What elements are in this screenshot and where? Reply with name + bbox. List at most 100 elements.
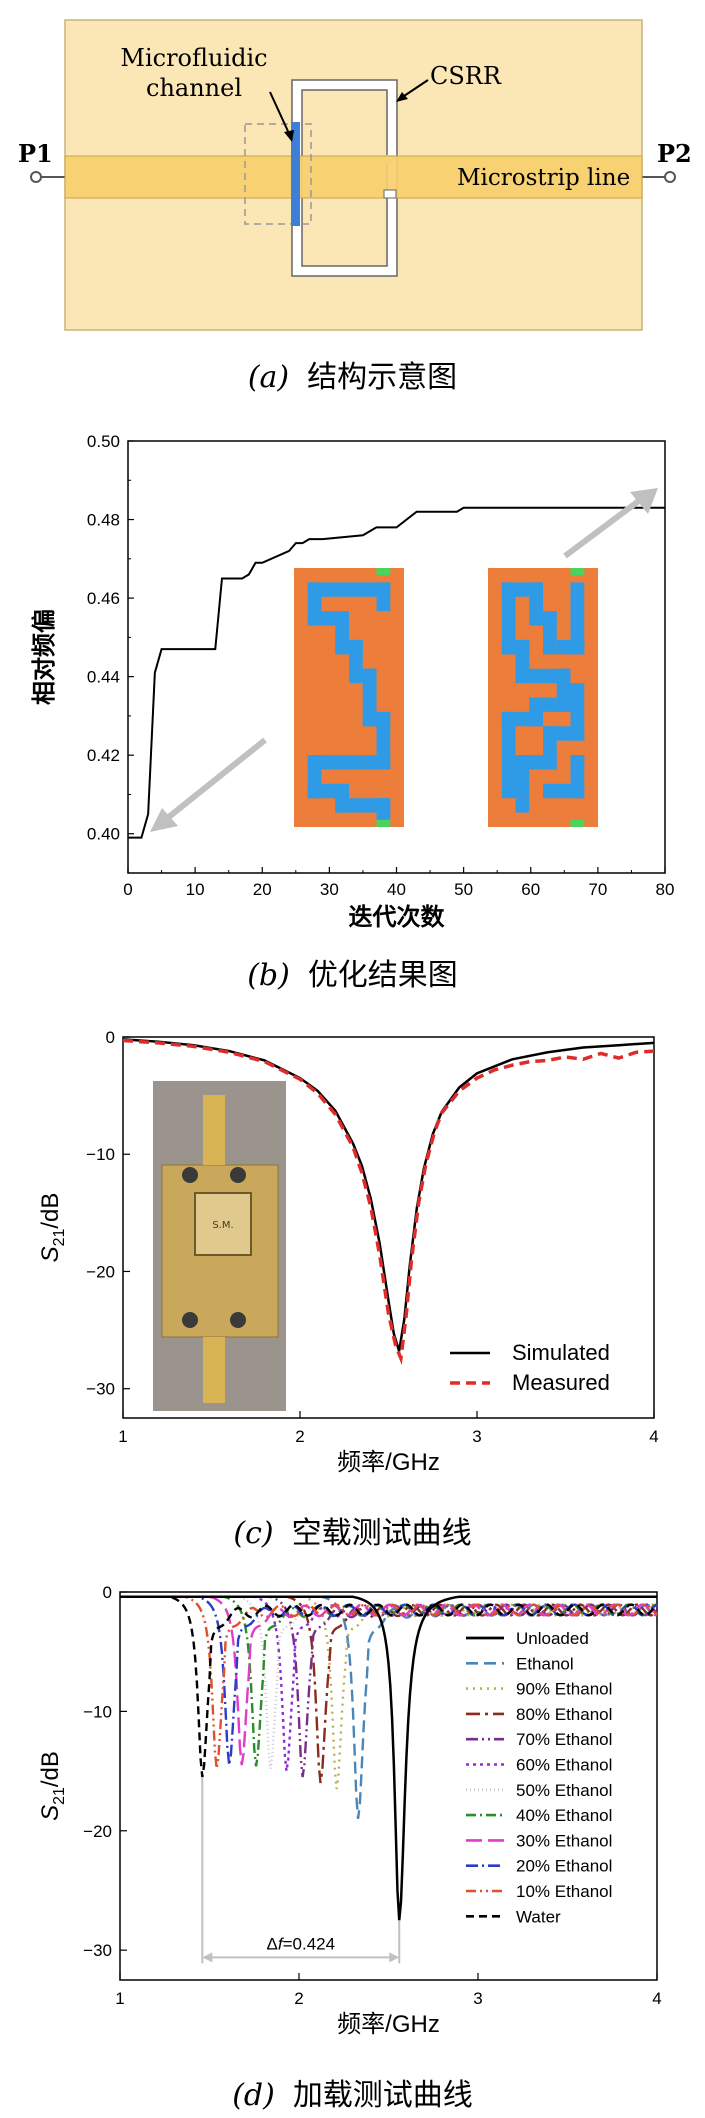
legend-label: 10% Ethanol: [516, 1882, 612, 1901]
x-tick-label: 3: [473, 1989, 482, 2008]
pattern-port: [570, 568, 585, 576]
legend-label: 30% Ethanol: [516, 1831, 612, 1850]
x-tick-label: 10: [186, 880, 205, 899]
pattern-path-cell: [376, 582, 391, 612]
legend-label: 70% Ethanol: [516, 1730, 612, 1749]
y-axis-label: 相对频偏: [30, 609, 58, 705]
dashed-outline: [244, 123, 312, 225]
pattern-path-cell: [515, 755, 530, 799]
caption-d-text: 加载测试曲线: [292, 2078, 473, 2113]
caption-a: (a) 结构示意图: [0, 352, 705, 396]
x-tick-label: 40: [387, 880, 406, 899]
solder-joint: [182, 1312, 198, 1328]
legend-label: Measured: [512, 1370, 610, 1395]
y-tick-label: −20: [86, 1262, 115, 1281]
optimization-curve: [128, 506, 665, 839]
y-tick-label: −30: [83, 1941, 112, 1960]
caption-c-text: 空载测试曲线: [291, 1516, 472, 1551]
y-tick-label: 0.50: [87, 432, 120, 451]
resonance-curve: [120, 1595, 658, 1769]
plot-frame: [122, 1036, 655, 1419]
pattern-port: [376, 819, 391, 827]
resonance-curve: [120, 1595, 658, 1790]
caption-a-text: 结构示意图: [307, 360, 458, 395]
y-tick-label: 0.44: [87, 668, 120, 687]
caption-b: (b) 优化结果图: [0, 950, 705, 994]
y-tick-label: −20: [83, 1822, 112, 1841]
x-tick-label: 60: [521, 880, 540, 899]
x-tick-label: 1: [118, 1427, 127, 1446]
y-tick-label: 0.46: [87, 589, 120, 608]
caption-d: (d) 加载测试曲线: [0, 2070, 705, 2114]
solder-joint: [182, 1167, 198, 1183]
x-tick-label: 1: [115, 1989, 124, 2008]
pattern-path-cell: [501, 582, 516, 655]
label-p1: P1: [18, 139, 53, 168]
legend-label: Water: [516, 1907, 561, 1926]
x-tick-label: 50: [454, 880, 473, 899]
device-photo: S.M.: [153, 1081, 286, 1411]
label-p2: P2: [657, 139, 692, 168]
legend-label: Unloaded: [516, 1629, 589, 1648]
x-axis-label: 频率/GHz: [337, 2011, 440, 2038]
caption-b-label: (b): [247, 958, 290, 993]
x-tick-label: 4: [649, 1427, 658, 1446]
structure-schematic: P1 P2 Microfluidic channel CSRR Microstr…: [18, 19, 692, 331]
delta-f-arrowhead-left: [202, 1952, 213, 1963]
arrowhead-end: [630, 488, 658, 514]
channel-arrowhead: [284, 130, 294, 142]
y-tick-label: −30: [86, 1380, 115, 1399]
x-tick-label: 3: [472, 1427, 481, 1446]
optimization-chart: 0 10 20 30 40 50 60 70 80 0.40 0.42 0.44 0.46 0.48 0.5…: [30, 432, 674, 931]
y-tick-label: 0: [103, 1583, 112, 1602]
x-tick-label: 20: [253, 880, 272, 899]
y-tick-label: 0: [106, 1028, 115, 1047]
legend-label: Ethanol: [516, 1654, 574, 1673]
y-tick-label: −10: [86, 1145, 115, 1164]
label-channel-line1: Microfluidic: [120, 44, 267, 72]
legend-label: Simulated: [512, 1340, 610, 1365]
resonance-curve: [120, 1595, 658, 1778]
csrr-gap-bottom: [383, 189, 397, 199]
y-axis-label: S21/dB: [37, 1193, 68, 1263]
x-tick-label: 2: [294, 1989, 303, 2008]
label-microstrip: Microstrip line: [457, 165, 630, 191]
pattern-path-cell: [362, 755, 391, 770]
pattern-port: [376, 568, 391, 576]
pattern-path-cell: [543, 611, 557, 655]
pattern-path-cell: [570, 755, 585, 770]
caption-c: (c) 空载测试曲线: [0, 1508, 705, 1552]
pattern-path-cell: [501, 711, 516, 799]
x-tick-label: 70: [588, 880, 607, 899]
y-tick-label: −10: [83, 1702, 112, 1721]
arrow-to-end: [563, 497, 642, 559]
delta-f-label: Δf=0.424: [267, 1934, 336, 1953]
caption-a-label: (a): [247, 360, 290, 395]
caption-d-label: (d): [232, 2078, 275, 2113]
optimized-pattern-initial: [294, 568, 404, 827]
label-csrr: CSRR: [430, 62, 502, 90]
solder-joint: [230, 1167, 246, 1183]
unloaded-test-chart: 1 2 3 4 0 −10 −20 −30 频率/GHz S21/dB S.M. Simulated M…: [37, 1028, 659, 1476]
resonance-curve: [120, 1595, 657, 1921]
loaded-test-chart: 1 2 3 4 0 −10 −20 −30 频率/GHz S21/dB Δf=0.424 Unload…: [37, 1583, 662, 2038]
pattern-path-cell: [307, 582, 391, 597]
optimized-pattern-final: [488, 568, 598, 827]
x-tick-label: 30: [320, 880, 339, 899]
legend-label: 90% Ethanol: [516, 1680, 612, 1699]
microstrip-line: [64, 155, 643, 199]
arrow-to-start: [163, 737, 267, 823]
label-channel-line2: channel: [146, 74, 242, 102]
legend-label: 20% Ethanol: [516, 1857, 612, 1876]
arrowhead-start: [150, 808, 178, 832]
y-axis-label: S21/dB: [37, 1751, 68, 1821]
sma-connector-top: [203, 1095, 225, 1165]
pattern-path-cell: [515, 798, 530, 813]
device-window: [194, 1192, 252, 1256]
legend-label: 50% Ethanol: [516, 1781, 612, 1800]
delta-f-arrowhead-right: [389, 1952, 400, 1963]
x-tick-label: 4: [652, 1989, 661, 2008]
y-tick-label: 0.40: [87, 825, 120, 844]
port2-terminal: [664, 171, 676, 183]
x-axis-label: 迭代次数: [349, 904, 446, 931]
